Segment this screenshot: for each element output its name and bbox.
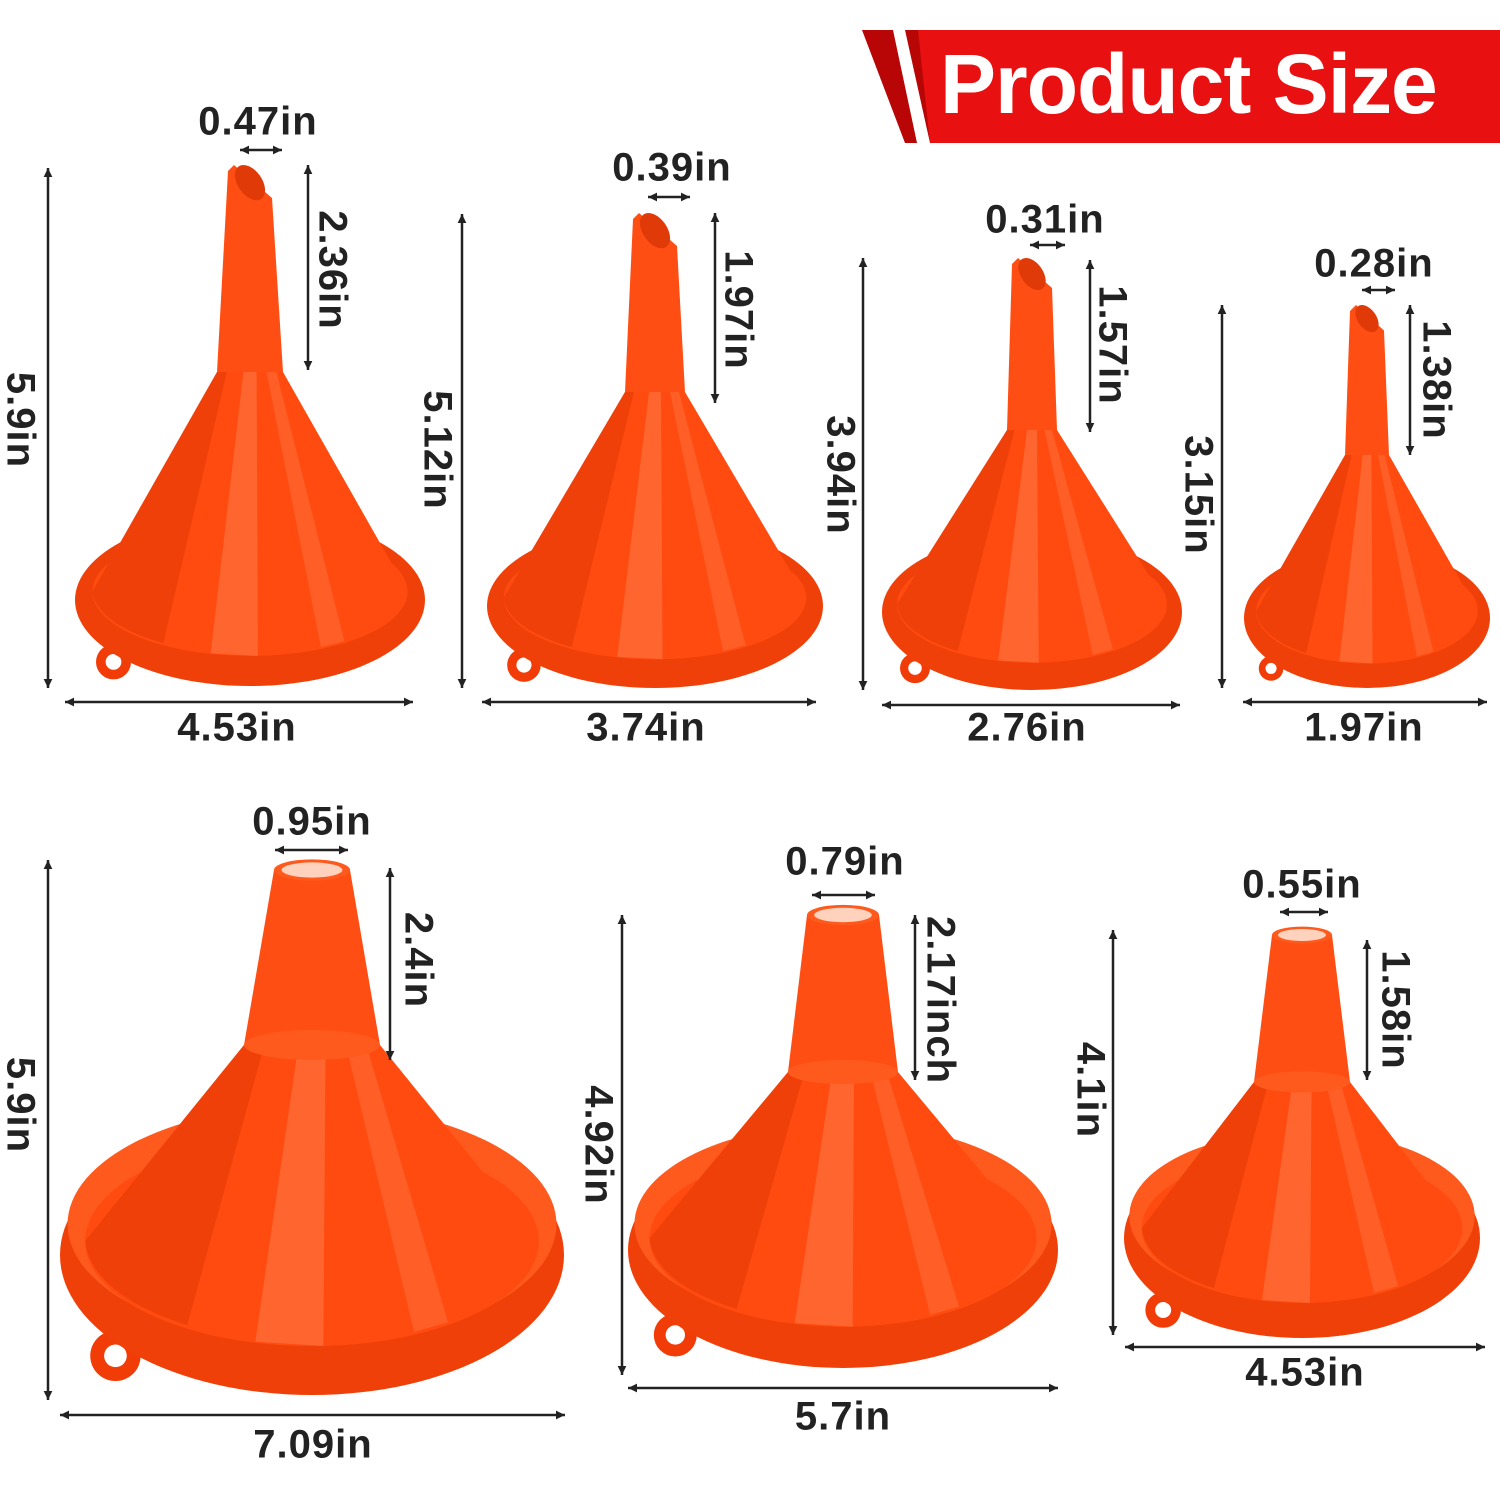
dimension-arrows bbox=[1108, 907, 1485, 1352]
funnel-7 bbox=[1108, 907, 1485, 1352]
funnel-icon bbox=[75, 164, 425, 686]
funnel-1 bbox=[43, 145, 425, 707]
dimension-arrows bbox=[1217, 285, 1487, 707]
spout-height-label: 1.38in bbox=[1414, 320, 1459, 440]
width-label: 2.76in bbox=[967, 705, 1087, 750]
spout-width-label: 0.79in bbox=[785, 839, 905, 884]
spout-height-label: 1.57in bbox=[1090, 285, 1135, 405]
funnel-4 bbox=[1217, 285, 1490, 707]
funnel-icon bbox=[628, 904, 1058, 1368]
banner-background bbox=[862, 30, 1500, 143]
funnel-icon bbox=[1244, 304, 1490, 688]
spout-width-label: 0.31in bbox=[985, 197, 1105, 242]
width-label: 3.74in bbox=[586, 705, 706, 750]
funnel-icon bbox=[60, 859, 564, 1395]
spout-height-label: 2.36in bbox=[310, 210, 355, 330]
spout-width-label: 0.55in bbox=[1242, 862, 1362, 907]
width-label: 4.53in bbox=[177, 705, 297, 750]
funnel-2 bbox=[457, 192, 823, 707]
funnel-icon bbox=[487, 212, 823, 688]
height-label: 5.12in bbox=[415, 390, 460, 510]
height-label: 3.94in bbox=[818, 415, 863, 535]
dimension-arrows bbox=[617, 890, 1058, 1393]
funnel-3 bbox=[858, 240, 1182, 710]
funnel-icon bbox=[882, 257, 1182, 690]
dimension-arrows bbox=[858, 240, 1180, 710]
width-label: 7.09in bbox=[253, 1422, 373, 1467]
height-label: 5.9in bbox=[0, 1056, 43, 1154]
funnel-6 bbox=[617, 890, 1058, 1393]
height-label: 5.9in bbox=[0, 371, 43, 469]
banner-title: Product Size bbox=[940, 37, 1438, 131]
spout-width-label: 0.39in bbox=[612, 145, 732, 190]
dimension-arrows bbox=[457, 192, 816, 707]
spout-width-label: 0.95in bbox=[252, 799, 372, 844]
spout-height-label: 2.17inch bbox=[918, 915, 963, 1085]
height-label: 3.15in bbox=[1176, 435, 1221, 555]
spout-height-label: 2.4in bbox=[396, 911, 441, 1009]
spout-width-label: 0.28in bbox=[1314, 241, 1434, 286]
dimension-arrows bbox=[43, 145, 413, 707]
spout-height-label: 1.97in bbox=[716, 250, 761, 370]
funnel-icon bbox=[1124, 926, 1480, 1338]
width-label: 4.53in bbox=[1245, 1350, 1365, 1395]
dimension-arrows bbox=[43, 845, 565, 1420]
height-label: 4.92in bbox=[576, 1085, 621, 1205]
width-label: 1.97in bbox=[1304, 705, 1424, 750]
spout-width-label: 0.47in bbox=[198, 99, 318, 144]
width-label: 5.7in bbox=[794, 1394, 892, 1439]
funnel-5 bbox=[43, 845, 565, 1420]
spout-height-label: 1.58in bbox=[1373, 950, 1418, 1070]
height-label: 4.1in bbox=[1068, 1041, 1113, 1139]
